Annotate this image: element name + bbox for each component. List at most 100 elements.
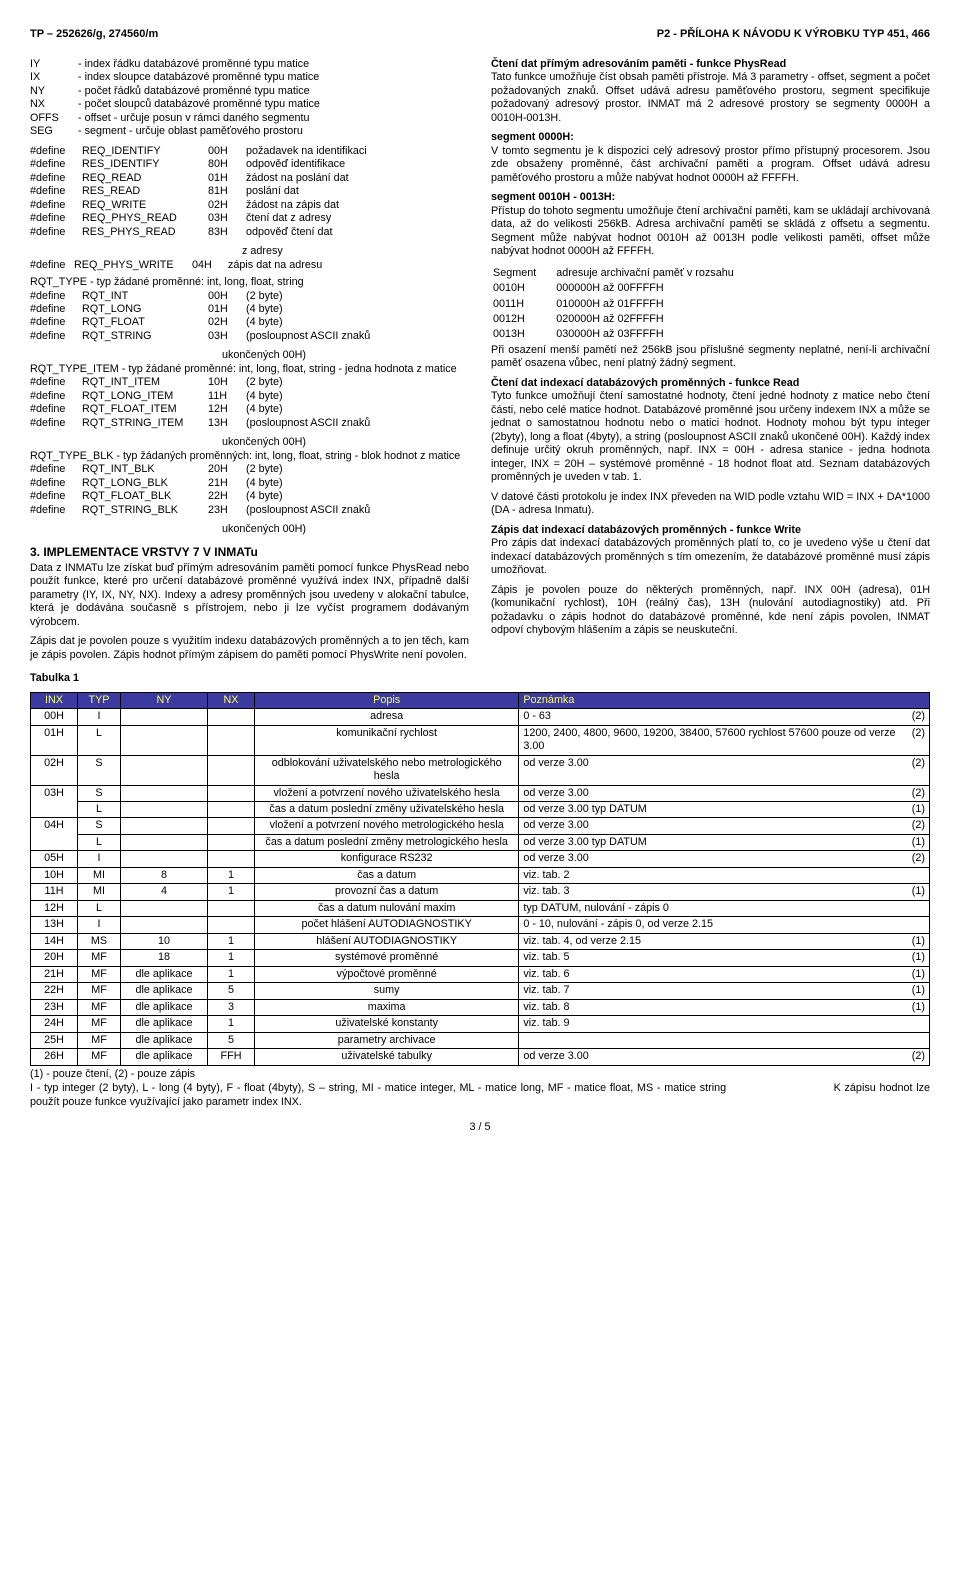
seg-range: 010000H až 01FFFFH (556, 298, 752, 311)
define-desc: (posloupnost ASCII znaků (246, 417, 378, 430)
cell-inx: 03H (31, 785, 78, 818)
segment-list: Segment adresuje archivační paměť v rozs… (491, 265, 754, 344)
cell-typ: S (78, 755, 121, 785)
cell-ny (121, 725, 208, 755)
symbol-definitions: IY- index řádku databázové proměnné typu… (30, 58, 328, 139)
table-header-cell: NY (121, 692, 208, 708)
define-kw: #define (30, 490, 82, 503)
cell-nx: 1 (208, 867, 255, 883)
cell-ny: dle aplikace (121, 1049, 208, 1065)
cell-poz: od verze 3.00(2) (519, 755, 930, 785)
define-name: RQT_INT_ITEM (82, 376, 208, 389)
cell-typ: MF (78, 1049, 121, 1065)
seg-after: Při osazení menší pamětí než 256kB jsou … (491, 344, 930, 371)
cell-poz: viz. tab. 7(1) (519, 983, 930, 999)
cell-inx: 14H (31, 933, 78, 949)
cell-popis: čas a datum nulování maxim (255, 900, 519, 916)
define-name: RQT_LONG_BLK (82, 477, 208, 490)
table-row: 14HMS101hlášení AUTODIAGNOSTIKYviz. tab.… (31, 933, 930, 949)
seg10-para: Přístup do tohoto segmentu umožňuje čten… (491, 205, 930, 259)
legend2: I - typ integer (2 byty), L - long (4 by… (30, 1082, 930, 1109)
cell-inx: 11H (31, 884, 78, 900)
define-val: 01H (208, 303, 246, 316)
page-header: TP – 252626/g, 274560/m P2 - PŘÍLOHA K N… (30, 28, 930, 42)
define-val: 01H (208, 172, 246, 185)
define-name: RQT_STRING_ITEM (82, 417, 208, 430)
cell-ny (121, 785, 208, 801)
table-row: 11HMI41provozní čas a datumviz. tab. 3(1… (31, 884, 930, 900)
cell-ny (121, 818, 208, 834)
table-row: 20HMF181systémové proměnnéviz. tab. 5(1) (31, 950, 930, 966)
right-h3: Zápis dat indexací databázových proměnný… (491, 524, 930, 537)
define-desc: čtení dat z adresy (246, 212, 375, 225)
cell-typ: L (78, 900, 121, 916)
define-block-4: #defineRQT_INT_BLK20H(2 byte)#defineRQT_… (30, 463, 378, 517)
cell-popis: uživatelské tabulky (255, 1049, 519, 1065)
cell-poz: od verze 3.00 typ DATUM(1) (519, 834, 930, 850)
cell-typ: MF (78, 966, 121, 982)
define-name: REQ_IDENTIFY (82, 145, 208, 158)
define-desc: poslání dat (246, 185, 375, 198)
cell-nx (208, 851, 255, 867)
cell-typ: MF (78, 950, 121, 966)
def-desc: - počet sloupců databázové proměnné typu… (78, 98, 328, 111)
cell-typ: MF (78, 999, 121, 1015)
define-block-1: #defineREQ_IDENTIFY00Hpožadavek na ident… (30, 145, 375, 239)
def-desc: - počet řádků databázové proměnné typu m… (78, 85, 328, 98)
def-sym: IY (30, 58, 78, 71)
table-row: 05HIkonfigurace RS232od verze 3.00(2) (31, 851, 930, 867)
define-desc: (posloupnost ASCII znaků (246, 330, 378, 343)
cell-inx: 24H (31, 1016, 78, 1032)
cell-inx: 10H (31, 867, 78, 883)
cell-nx: 1 (208, 966, 255, 982)
cell-popis: komunikační rychlost (255, 725, 519, 755)
section3-p2: Zápis dat je povolen pouze s využitím in… (30, 635, 469, 662)
cell-popis: vložení a potvrzení nového metrologickéh… (255, 818, 519, 834)
table-row: 24HMFdle aplikace1uživatelské konstantyv… (31, 1016, 930, 1032)
seglabel: Segment (493, 267, 554, 280)
seg-addr: 0010H (493, 282, 554, 295)
define-kw: #define (30, 463, 82, 476)
cell-typ: L (78, 834, 121, 850)
cell-inx: 04H (31, 818, 78, 851)
define-desc: odpověď identifikace (246, 158, 375, 171)
define-kw: #define (30, 290, 82, 303)
cell-typ: MI (78, 867, 121, 883)
cell-typ: MF (78, 983, 121, 999)
define-val: 21H (208, 477, 246, 490)
table-row: 12HLčas a datum nulování maximtyp DATUM,… (31, 900, 930, 916)
cell-poz: 0 - 10, nulování - zápis 0, od verze 2.1… (519, 917, 930, 933)
cell-ny: dle aplikace (121, 1032, 208, 1048)
cell-nx (208, 785, 255, 801)
define-desc: (2 byte) (246, 290, 378, 303)
cell-nx (208, 709, 255, 725)
right-h1: Čtení dat přímým adresováním paměti - fu… (491, 58, 930, 71)
right-h2: Čtení dat indexací databázových proměnný… (491, 377, 930, 390)
table-header-cell: Poznámka (519, 692, 930, 708)
rqt-blk-heading: RQT_TYPE_BLK - typ žádaných proměnných: … (30, 450, 469, 463)
cell-inx: 13H (31, 917, 78, 933)
define-val: 12H (208, 403, 246, 416)
cell-popis: výpočtové proměnné (255, 966, 519, 982)
cell-inx: 00H (31, 709, 78, 725)
seg-range: 020000H až 02FFFFH (556, 313, 752, 326)
cell-inx: 20H (31, 950, 78, 966)
define-desc: (4 byte) (246, 403, 378, 416)
define-kw: #define (30, 158, 82, 171)
page-number: 3 / 5 (30, 1121, 930, 1134)
cell-poz (519, 1032, 930, 1048)
define-kw: #define (30, 303, 82, 316)
header-left: TP – 252626/g, 274560/m (30, 28, 158, 42)
define-kw: #define (30, 226, 82, 239)
define-kw: #define (30, 504, 82, 517)
cell-popis: konfigurace RS232 (255, 851, 519, 867)
define-name: RQT_LONG (82, 303, 208, 316)
right-p3: Pro zápis dat indexací databázových prom… (491, 537, 930, 577)
cell-inx: 05H (31, 851, 78, 867)
seg-addr: 0013H (493, 328, 554, 341)
define-name: RES_READ (82, 185, 208, 198)
cell-popis: parametry archivace (255, 1032, 519, 1048)
def-desc: - index sloupce databázové proměnné typu… (78, 71, 328, 84)
cell-poz: od verze 3.00(2) (519, 818, 930, 834)
cell-typ: I (78, 709, 121, 725)
